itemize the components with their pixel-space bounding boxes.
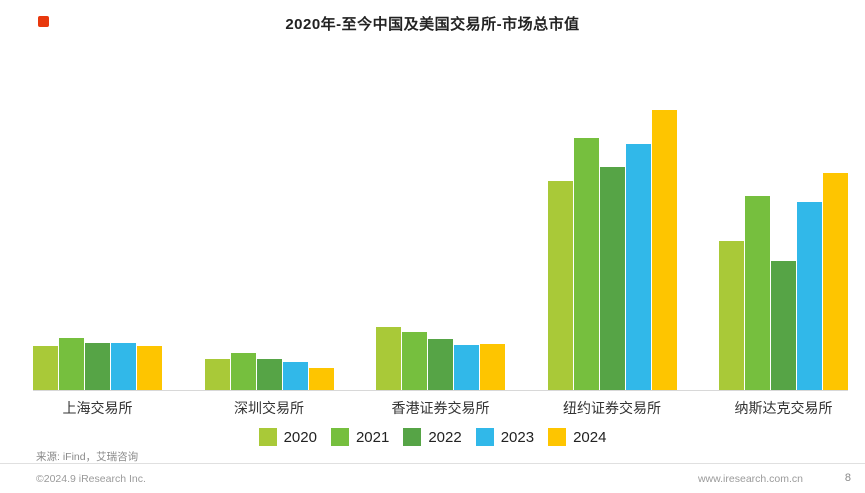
bar-cluster (376, 327, 505, 390)
bar-group: 香港证券交易所 (376, 327, 505, 416)
footer-divider (0, 463, 865, 464)
legend-item: 2023 (475, 428, 535, 446)
bar-2022 (599, 167, 625, 390)
bar-2024 (137, 346, 162, 390)
page-number: 8 (844, 472, 851, 484)
bar-2023 (797, 202, 822, 390)
website-text: www.iresearch.com.cn (697, 473, 803, 485)
bar-2022 (771, 261, 796, 390)
category-label: 上海交易所 (62, 400, 133, 416)
legend-label: 2024 (573, 428, 607, 446)
legend-item: 2024 (548, 428, 606, 446)
bar-2023 (454, 345, 479, 390)
bar-2021 (402, 332, 427, 390)
bar-2021 (573, 138, 599, 390)
category-label: 纽约证券交易所 (563, 400, 661, 416)
source-note: 来源: iFind，艾瑞咨询 (36, 451, 139, 463)
bar-2024 (823, 173, 848, 390)
bar-2022 (256, 359, 282, 390)
bar-2024 (308, 368, 334, 390)
bar-2023 (282, 362, 308, 390)
bar-2021 (745, 196, 770, 390)
bar-2020 (33, 346, 58, 390)
legend-label: 2020 (283, 428, 317, 446)
legend-label: 2023 (500, 428, 535, 446)
category-label: 纳斯达克交易所 (734, 400, 833, 416)
bar-group: 纳斯达克交易所 (719, 173, 848, 416)
bar-2021 (59, 338, 84, 390)
bar-cluster (547, 110, 677, 390)
bar-2020 (719, 241, 744, 390)
bar-2021 (230, 353, 256, 390)
bar-cluster (204, 353, 334, 390)
legend-label: 2022 (428, 428, 462, 446)
category-label: 香港证券交易所 (391, 400, 490, 416)
chart-legend: 2020 2021 2022 2023 2024 (0, 428, 865, 446)
bar-group: 深圳交易所 (204, 353, 334, 416)
bar-chart-plot: 上海交易所 深圳交易所 香港证券交易所 纽约证券交易所 纳斯达克交易所 (33, 110, 848, 416)
bar-2020 (204, 359, 230, 390)
bar-2020 (376, 327, 401, 390)
legend-swatch (403, 428, 422, 446)
legend-item: 2022 (403, 428, 462, 446)
legend-swatch (258, 428, 277, 446)
bar-cluster (719, 173, 848, 390)
legend-swatch (330, 428, 349, 446)
bar-2023 (625, 144, 651, 390)
legend-swatch (548, 428, 567, 446)
bar-2023 (111, 343, 136, 390)
legend-label: 2021 (355, 428, 390, 446)
bar-2022 (428, 339, 453, 390)
bar-2024 (480, 344, 505, 390)
bar-group: 纽约证券交易所 (547, 110, 677, 416)
legend-swatch (475, 428, 494, 446)
legend-item: 2021 (330, 428, 390, 446)
legend-item: 2020 (258, 428, 317, 446)
category-label: 深圳交易所 (234, 400, 304, 416)
bar-2024 (651, 110, 677, 390)
logo-icon (38, 16, 49, 27)
copyright-text: ©2024.9 iResearch Inc. (36, 473, 146, 485)
bar-group: 上海交易所 (33, 338, 162, 416)
bar-2022 (85, 343, 110, 390)
chart-title: 2020年-至今中国及美国交易所-市场总市值 (285, 16, 580, 33)
bar-2020 (547, 181, 573, 390)
bar-cluster (33, 338, 162, 390)
